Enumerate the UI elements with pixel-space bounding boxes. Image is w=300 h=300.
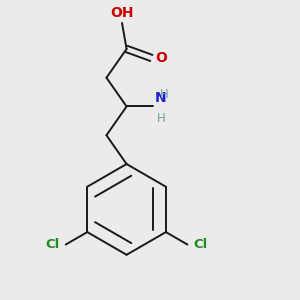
Text: Cl: Cl <box>194 238 208 251</box>
Text: H: H <box>156 112 165 125</box>
Text: O: O <box>156 51 168 65</box>
Text: H: H <box>160 88 169 101</box>
Text: N: N <box>154 91 166 105</box>
Text: Cl: Cl <box>45 238 59 251</box>
Text: OH: OH <box>110 6 134 20</box>
